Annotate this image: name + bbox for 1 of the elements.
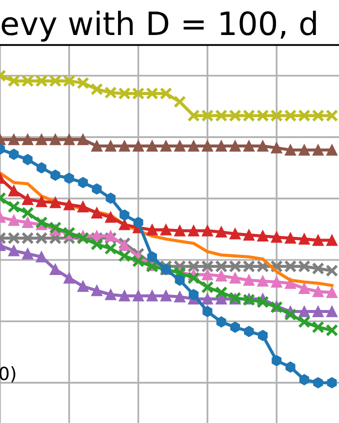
chart-title: evy with D = 100, d: [2, 10, 316, 42]
